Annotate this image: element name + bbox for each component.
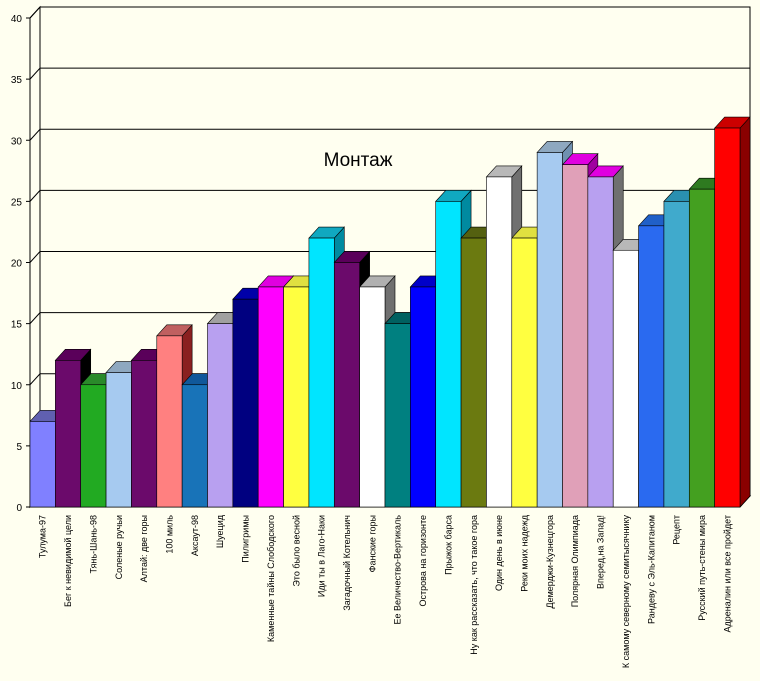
bar-front <box>283 286 310 508</box>
bar-front <box>333 262 360 508</box>
x-tick-label: Вперед,на Запад! <box>596 515 606 589</box>
bar-front <box>460 237 487 508</box>
x-tick-label: Реки моих надежд <box>519 514 529 591</box>
bar-front <box>308 237 335 508</box>
x-tick-label: Прыжок барса <box>443 515 453 575</box>
bar-front <box>156 335 183 508</box>
x-tick-label: Тянь-Шань-98 <box>88 515 98 573</box>
x-tick-label: Иди ты в Лаго-Наки <box>317 515 327 597</box>
x-axis-labels: Тулума-97 Бег к невидимой цели Тянь-Шань-9… <box>38 514 733 668</box>
y-tick-label: 0 <box>16 503 22 514</box>
bar-front <box>587 176 614 508</box>
x-tick-label: К самому северному семитысячнику <box>621 515 631 669</box>
bar-front <box>384 323 411 508</box>
x-tick-label: Аксаут-98 <box>190 515 200 556</box>
x-tick-label: Один день в июне <box>494 515 504 591</box>
x-tick-label: Тулума-97 <box>38 515 48 558</box>
x-tick-label: Ее Величество-Вертикаль <box>393 515 403 625</box>
y-tick-label: 20 <box>11 259 23 270</box>
y-tick-label: 30 <box>11 136 23 147</box>
x-tick-label: 100 миль <box>164 515 174 554</box>
bar-front <box>80 384 107 508</box>
bar-front <box>257 286 284 508</box>
bar-front <box>486 176 513 508</box>
x-tick-label: Пилигримы <box>241 515 251 563</box>
bar-front <box>410 286 437 508</box>
bar-front <box>688 188 715 508</box>
gridline <box>29 6 750 19</box>
bars <box>29 116 751 508</box>
y-tick-label: 5 <box>16 442 22 453</box>
x-tick-label: Рандеву с Эль-Капитаном <box>646 515 656 624</box>
bar-front <box>638 225 665 508</box>
bar-front <box>131 359 158 508</box>
y-tick-label: 15 <box>11 320 23 331</box>
bar-side <box>739 116 751 508</box>
y-tick-label: 10 <box>11 381 23 392</box>
bar-front <box>536 152 563 508</box>
x-tick-label: Бег к невидимой цели <box>63 515 73 607</box>
bar-front <box>612 249 639 508</box>
bar-front <box>207 323 234 508</box>
bar-front <box>435 201 462 508</box>
x-tick-label: Фанские горы <box>367 515 377 572</box>
bar <box>713 116 751 508</box>
y-tick-label: 25 <box>11 197 23 208</box>
x-tick-label: Адреналин или все пройдет <box>722 515 732 632</box>
bar-front <box>359 286 386 508</box>
x-tick-label: Острова на горизонте <box>418 515 428 606</box>
bar-front <box>181 384 208 508</box>
x-tick-label: Загадочный Котельнич <box>342 515 352 611</box>
x-tick-label: Каменные тайны Слободского <box>266 515 276 642</box>
bar-front <box>105 372 132 508</box>
x-tick-label: Ну как рассказать, что такое гора <box>469 515 479 655</box>
bar-front <box>29 421 56 508</box>
bar-front <box>511 237 538 508</box>
bar-front <box>663 201 690 508</box>
bar-front <box>714 127 741 508</box>
x-tick-label: Русский путь-стены мира <box>697 515 707 621</box>
y-tick-label: 40 <box>11 14 23 25</box>
x-tick-label: Рецепт <box>672 515 682 545</box>
x-tick-label: Шуецид <box>215 514 225 548</box>
x-tick-label: Полярная Олимпиада <box>570 515 580 607</box>
gridline <box>29 128 750 141</box>
gridline <box>29 67 750 80</box>
x-tick-label: Соленые ручьи <box>114 515 124 579</box>
x-tick-label: Алтай: две горы <box>139 515 149 582</box>
x-tick-label: Демерджи-Кузнецгора <box>545 515 555 609</box>
bar-front <box>55 359 82 508</box>
y-tick-label: 35 <box>11 75 23 86</box>
x-tick-label: Это было весной <box>291 515 301 587</box>
chart-title: Монтаж <box>324 150 393 171</box>
bar-front <box>232 298 259 508</box>
bar-front <box>562 164 589 508</box>
